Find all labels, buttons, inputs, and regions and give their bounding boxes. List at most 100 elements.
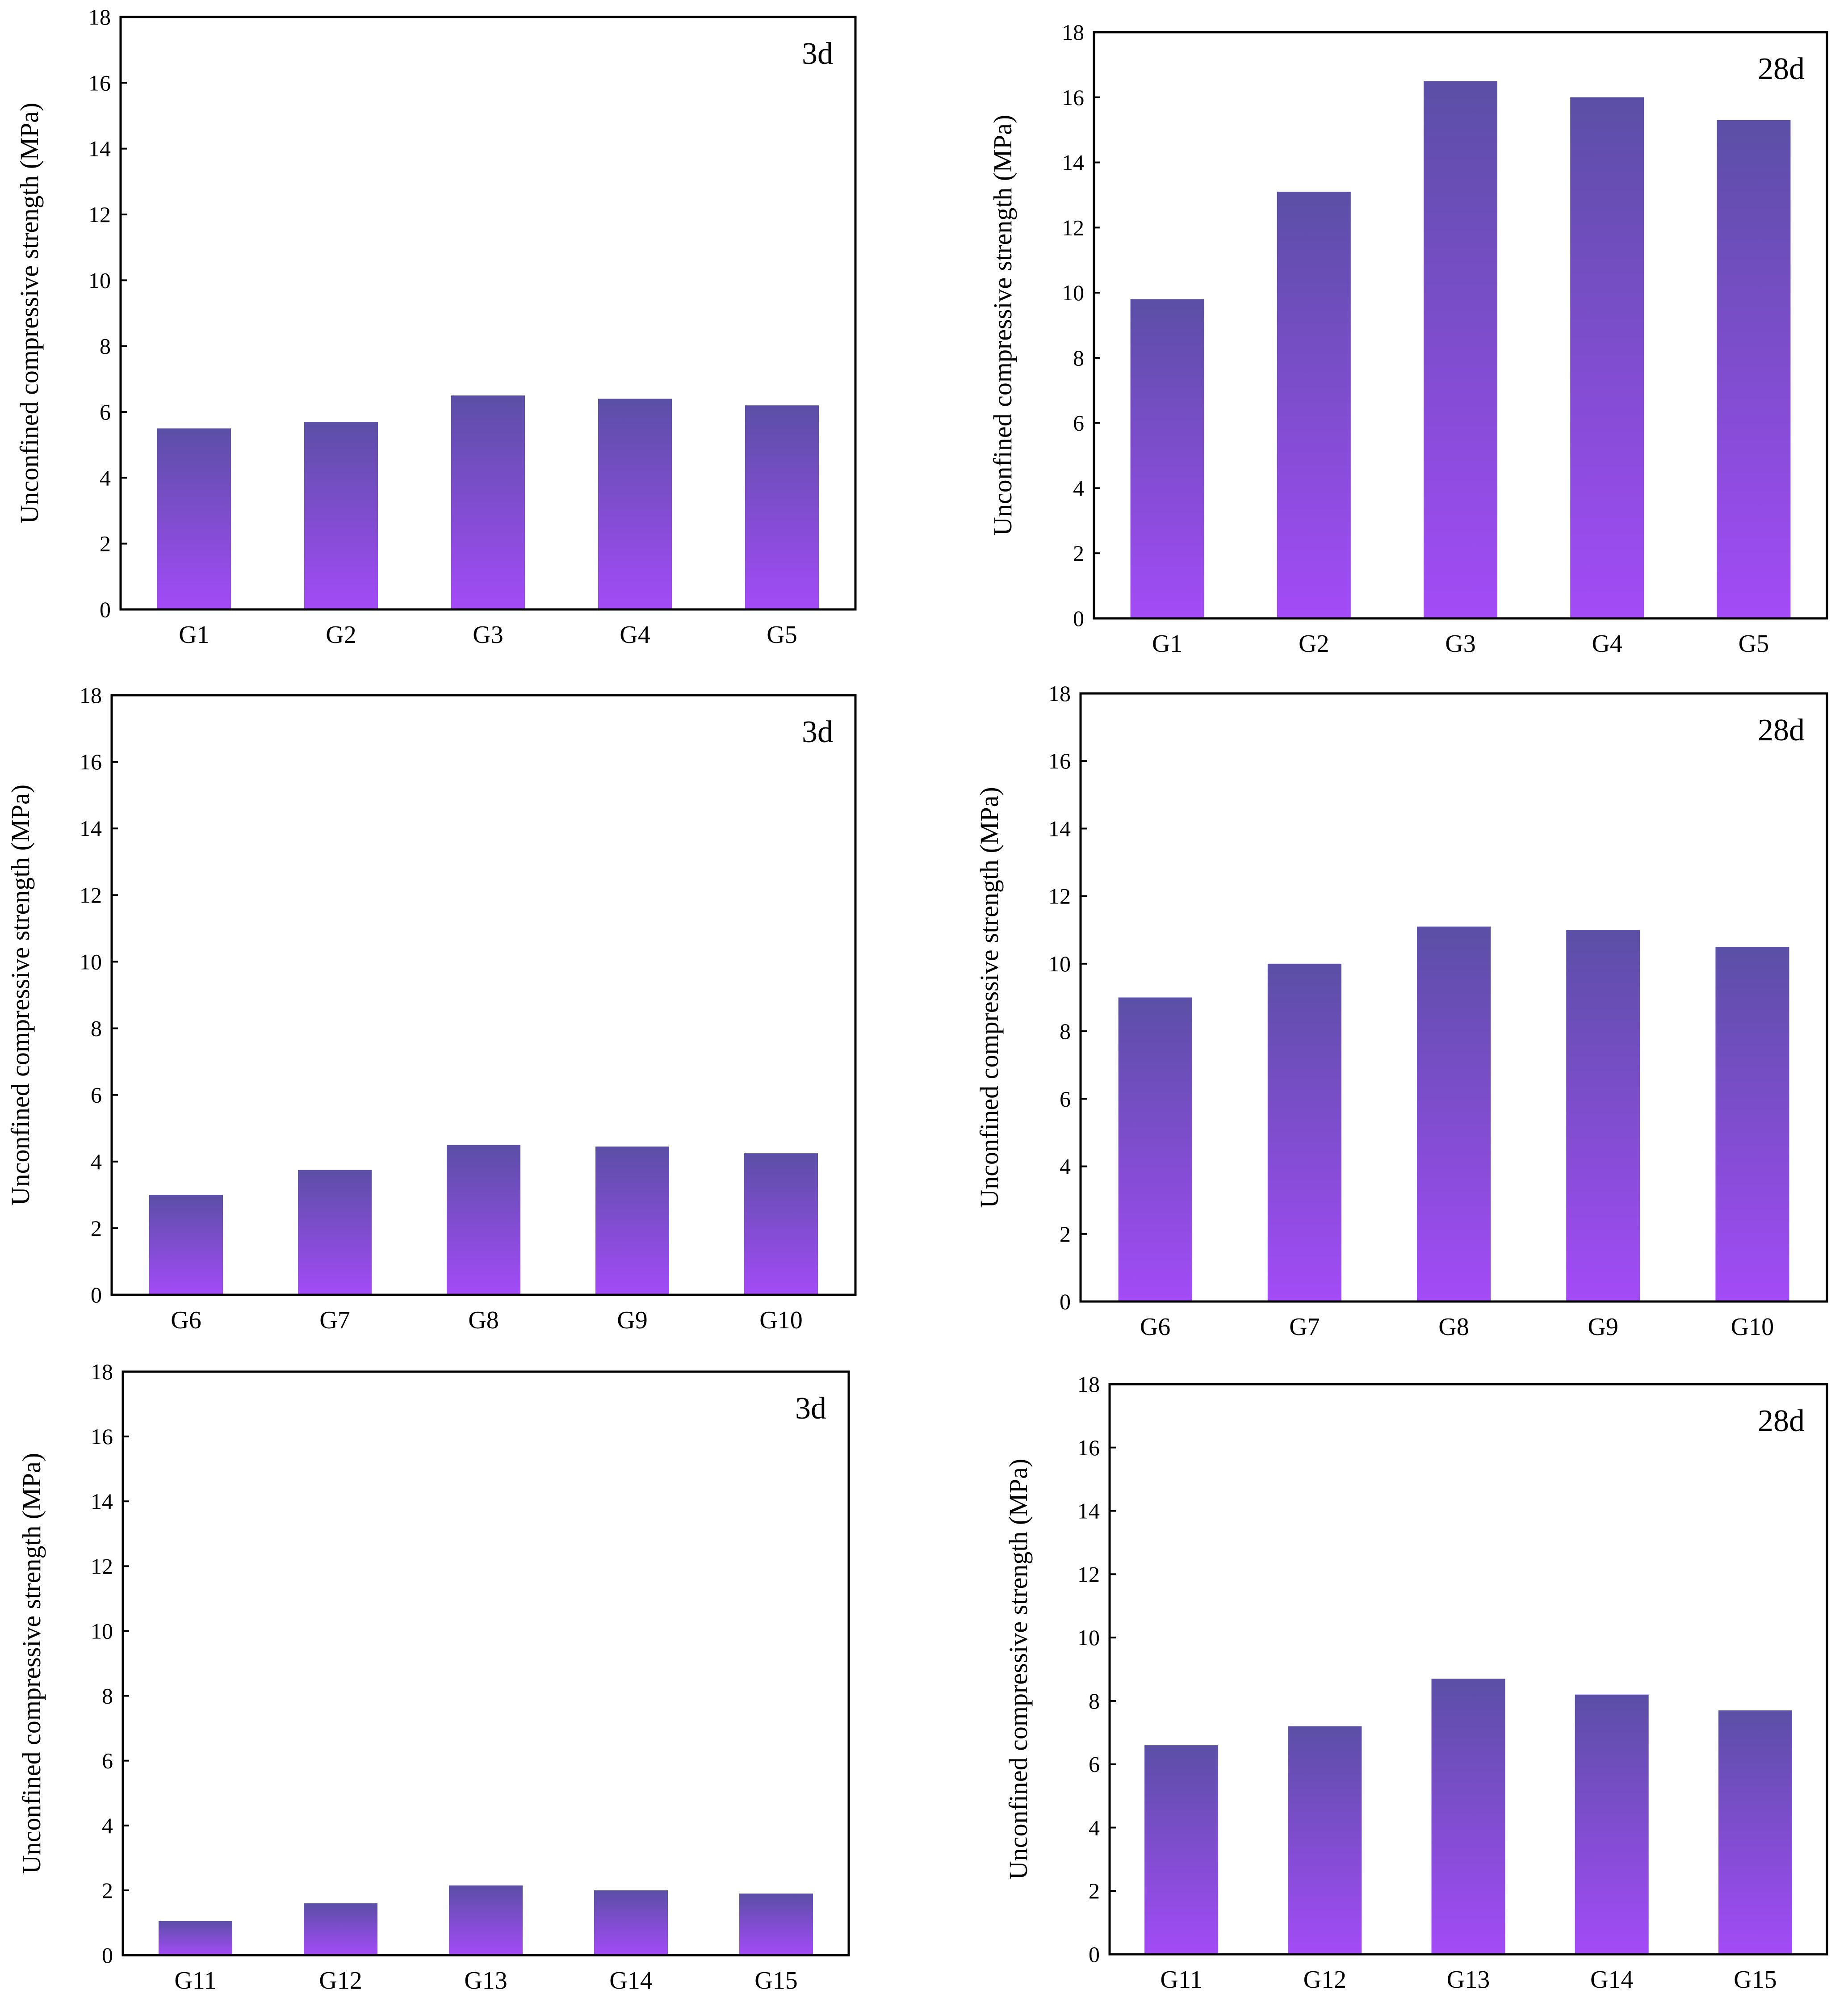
x-tick-label: G11: [174, 1967, 216, 1994]
bar: [595, 1146, 669, 1295]
y-tick-label: 10: [1077, 1625, 1100, 1650]
x-tick-label: G14: [1590, 1966, 1633, 1994]
chart-panel: 0 2 4 6 8 10 12 14 16 18 G6 G7 G8 G9 G10 Unconfined com…: [975, 681, 1828, 1341]
y-tick-label: 14: [80, 816, 102, 841]
y-tick-label: 2: [1073, 541, 1084, 566]
y-tick-label: 6: [91, 1083, 102, 1108]
x-tick-label: G7: [1289, 1313, 1320, 1341]
x-tick-label: G9: [1588, 1313, 1618, 1341]
y-tick-label: 12: [91, 1554, 113, 1579]
x-tick-label: G13: [1447, 1966, 1490, 1994]
y-axis-title: Unconfined compressive strength (MPa): [988, 115, 1017, 536]
y-tick-label: 6: [1089, 1752, 1100, 1777]
y-tick-label: 10: [91, 1618, 113, 1643]
y-axis-title: Unconfined compressive strength (MPa): [975, 787, 1004, 1208]
bar: [1417, 926, 1491, 1302]
y-tick-label: 10: [88, 268, 111, 293]
y-tick-label: 10: [1062, 280, 1084, 305]
y-tick-label: 12: [88, 202, 111, 227]
bar: [1575, 1694, 1649, 1954]
plot-frame: [119, 16, 857, 611]
chart-panel: 0 2 4 6 8 10 12 14 16 18 G1 G2 G3 G4 G5 Unconfined comp…: [15, 4, 857, 649]
x-tick-label: G1: [1152, 630, 1182, 658]
bar: [1288, 1726, 1362, 1954]
bar: [159, 1921, 232, 1955]
y-tick-label: 18: [1048, 681, 1071, 706]
x-tick-label: G10: [759, 1306, 802, 1334]
panel-label: 28d: [1758, 52, 1805, 86]
y-tick-label: 16: [1062, 85, 1084, 110]
plot-frame: [1079, 692, 1828, 1303]
y-tick-label: 10: [1048, 951, 1071, 976]
panel-label: 3d: [802, 715, 833, 749]
y-tick-label: 8: [1073, 345, 1084, 370]
y-tick-label: 14: [91, 1489, 113, 1514]
bar: [157, 428, 231, 609]
y-tick-label: 4: [1073, 475, 1084, 500]
bar: [598, 399, 672, 609]
bar: [1717, 120, 1791, 618]
y-tick-label: 16: [91, 1424, 113, 1449]
bar: [149, 1195, 223, 1295]
y-tick-label: 6: [102, 1748, 113, 1773]
bar: [1130, 299, 1204, 618]
x-tick-label: G5: [767, 621, 797, 649]
y-tick-label: 8: [102, 1684, 113, 1709]
plot-frame: [1093, 31, 1828, 620]
x-tick-label: G13: [464, 1967, 507, 1994]
x-tick-label: G15: [754, 1967, 797, 1994]
x-tick-label: G3: [473, 621, 503, 649]
y-tick-label: 6: [1060, 1086, 1071, 1111]
panel-label: 28d: [1758, 1404, 1805, 1438]
y-tick-label: 0: [1089, 1942, 1100, 1967]
x-tick-label: G7: [319, 1306, 350, 1334]
y-tick-label: 16: [1077, 1435, 1100, 1460]
y-tick-label: 0: [1060, 1289, 1071, 1314]
x-tick-label: G12: [319, 1967, 362, 1994]
y-tick-label: 0: [91, 1282, 102, 1307]
x-tick-label: G15: [1734, 1966, 1777, 1994]
y-tick-label: 0: [100, 597, 111, 622]
y-tick-label: 0: [1073, 606, 1084, 631]
x-tick-label: G3: [1445, 630, 1475, 658]
y-tick-label: 0: [102, 1943, 113, 1968]
y-tick-label: 10: [80, 949, 102, 974]
x-tick-label: G8: [1438, 1313, 1469, 1341]
panel-label: 3d: [802, 37, 833, 71]
plot-frame: [1108, 1383, 1828, 1956]
bar: [1715, 947, 1789, 1302]
plot-frame: [110, 694, 857, 1296]
bar: [451, 395, 525, 609]
chart-panel: 0 2 4 6 8 10 12 14 16 18 G11 G12 G13 G14 G15 Unconfined…: [17, 1359, 850, 1994]
y-tick-label: 8: [1089, 1688, 1100, 1713]
x-tick-label: G9: [617, 1306, 647, 1334]
y-axis-title: Unconfined compressive strength (MPa): [17, 1453, 46, 1874]
y-tick-label: 4: [91, 1149, 102, 1174]
y-tick-label: 18: [88, 4, 111, 29]
x-tick-label: G6: [1140, 1313, 1170, 1341]
bar: [304, 422, 378, 609]
y-tick-label: 12: [1077, 1562, 1100, 1587]
x-tick-label: G12: [1303, 1966, 1346, 1994]
y-tick-label: 14: [88, 136, 111, 161]
y-tick-label: 2: [100, 531, 111, 556]
bar: [744, 1153, 818, 1295]
y-tick-label: 16: [1048, 748, 1071, 773]
x-tick-label: G14: [609, 1967, 652, 1994]
y-tick-label: 4: [102, 1813, 113, 1838]
y-tick-label: 18: [1077, 1372, 1100, 1397]
y-tick-label: 8: [1060, 1019, 1071, 1044]
bar: [1566, 930, 1640, 1302]
plot-frame: [122, 1370, 850, 1957]
bar: [1267, 963, 1341, 1302]
bar: [1277, 192, 1351, 619]
panel-label: 3d: [795, 1391, 826, 1426]
y-tick-label: 18: [1062, 20, 1084, 45]
y-tick-label: 18: [91, 1359, 113, 1384]
chart-panel: 0 2 4 6 8 10 12 14 16 18 G1 G2 G3 G4 G5 Unconfined comp…: [988, 20, 1828, 658]
x-tick-label: G4: [620, 621, 650, 649]
bar: [1718, 1710, 1792, 1954]
x-tick-label: G2: [1299, 630, 1329, 658]
y-tick-label: 2: [1089, 1878, 1100, 1903]
x-tick-label: G2: [326, 621, 356, 649]
